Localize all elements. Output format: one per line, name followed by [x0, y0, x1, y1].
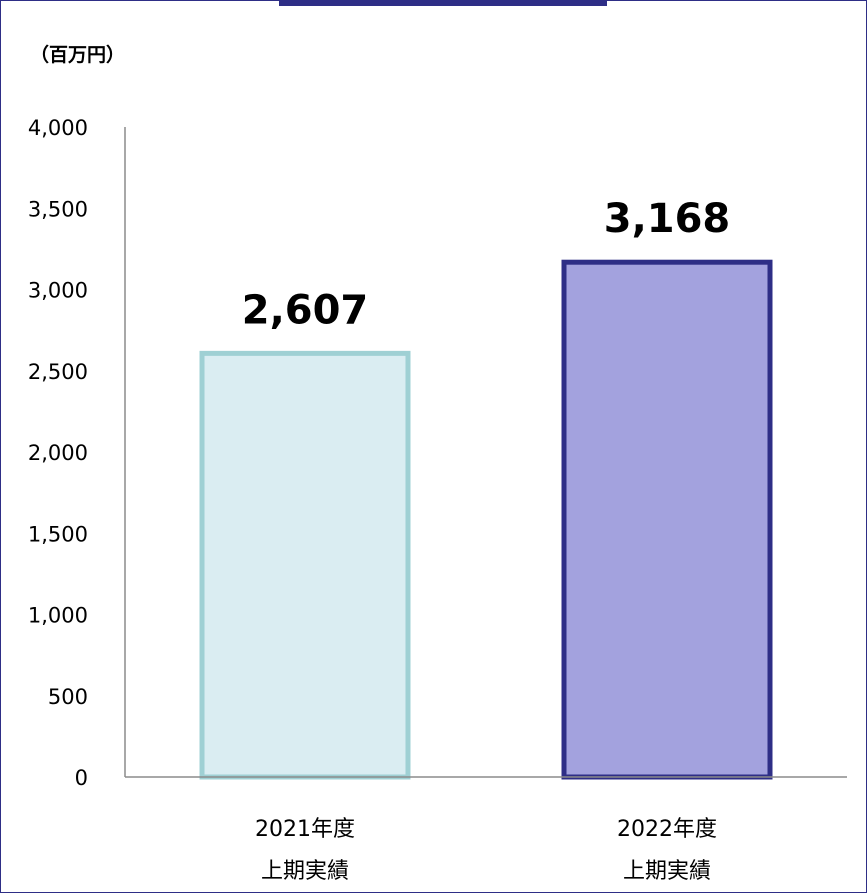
y-tick-label: 1,500 [28, 522, 88, 546]
y-tick-label: 3,500 [28, 197, 88, 221]
x-category-label: 2021年度 [255, 817, 355, 842]
header-tab-decoration [279, 0, 607, 6]
x-category-label: 上期実績 [261, 859, 349, 884]
y-tick-label: 3,000 [28, 279, 88, 303]
y-tick-label: 2,500 [28, 360, 88, 384]
data-label: 3,168 [604, 196, 731, 242]
bar-1 [199, 350, 411, 780]
y-tick-label: 1,000 [28, 604, 88, 628]
unit-label: （百万円） [30, 44, 126, 66]
x-category-label: 上期実績 [623, 859, 711, 884]
y-tick-label: 4,000 [28, 116, 88, 140]
y-tick-label: 2,000 [28, 441, 88, 465]
bar-2 [561, 259, 773, 780]
data-label: 2,607 [242, 287, 369, 333]
y-tick-label: 0 [75, 766, 88, 790]
y-tick-label: 500 [48, 685, 88, 709]
x-category-label: 2022年度 [617, 817, 717, 842]
